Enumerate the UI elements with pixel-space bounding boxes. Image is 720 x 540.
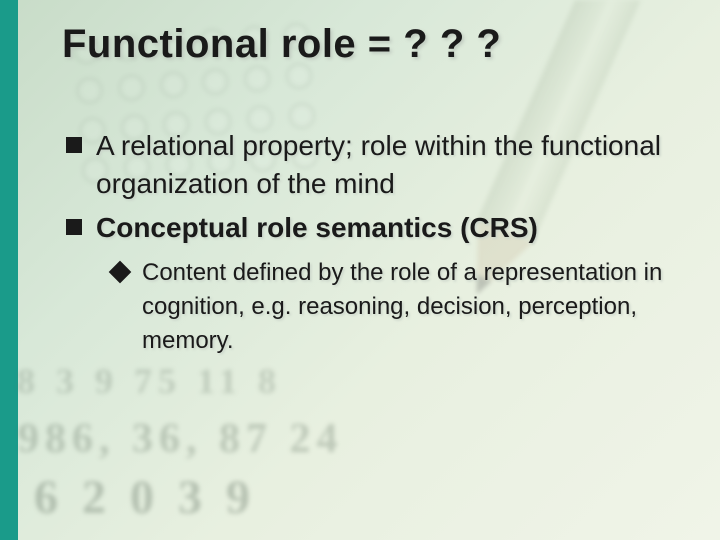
slide-title: Functional role = ? ? ? bbox=[62, 22, 680, 67]
bullet-text: A relational property; role within the f… bbox=[96, 127, 680, 203]
square-bullet-icon bbox=[66, 219, 82, 235]
bullet-item: A relational property; role within the f… bbox=[62, 127, 680, 203]
bullet-list: A relational property; role within the f… bbox=[62, 127, 680, 357]
left-border bbox=[0, 0, 18, 540]
bullet-text: Conceptual role semantics (CRS) bbox=[96, 209, 538, 247]
sub-bullet-text: Content defined by the role of a represe… bbox=[142, 256, 680, 357]
content-area: Functional role = ? ? ? A relational pro… bbox=[18, 0, 720, 540]
diamond-bullet-icon bbox=[109, 261, 132, 284]
slide: 6 8 3 9 75 11 8 5, 986, 36, 87 24 8 4 6 … bbox=[0, 0, 720, 540]
bullet-item: Conceptual role semantics (CRS) bbox=[62, 209, 680, 247]
square-bullet-icon bbox=[66, 137, 82, 153]
sub-bullet-item: Content defined by the role of a represe… bbox=[62, 256, 680, 357]
